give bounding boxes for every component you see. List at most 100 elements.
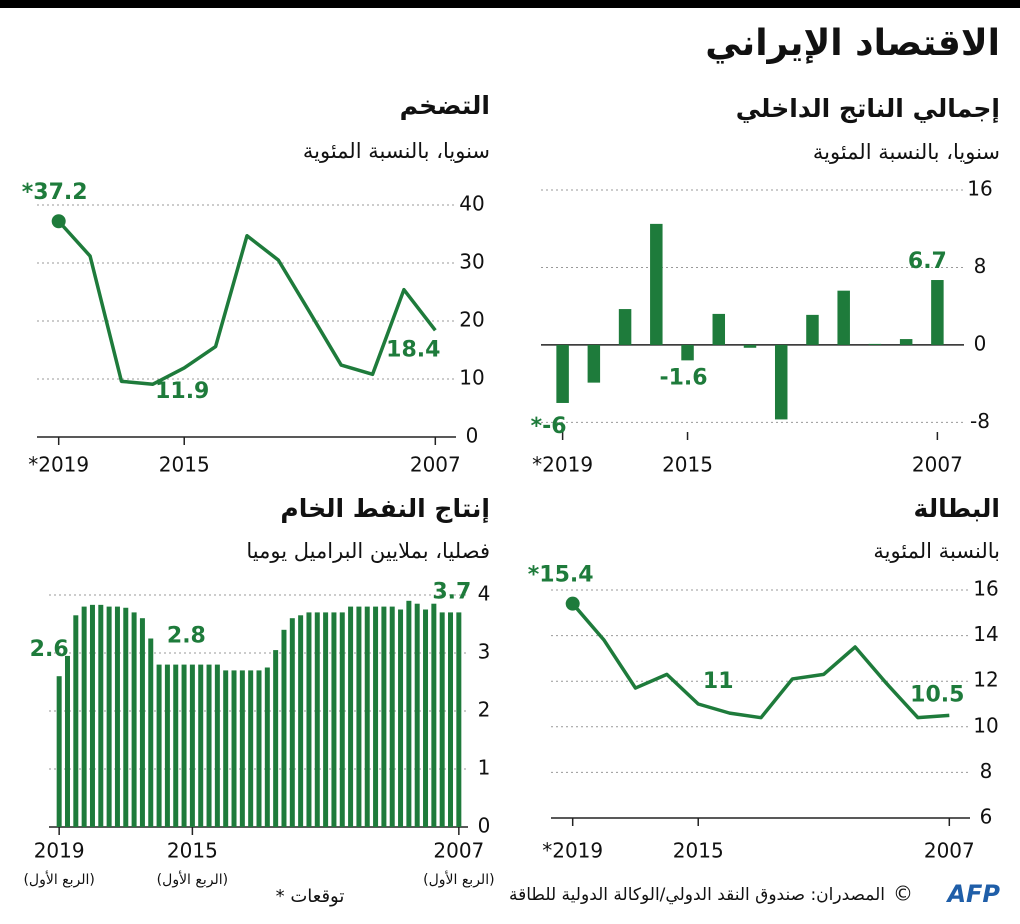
y-tick-label: 0 bbox=[974, 331, 987, 355]
chart-subtitle: سنويا، بالنسبة المئوية bbox=[813, 140, 1000, 164]
x-tick-label: 2007 bbox=[410, 453, 461, 477]
y-tick-label: 6 bbox=[980, 805, 993, 829]
bar bbox=[681, 344, 694, 361]
value-label: *-6 bbox=[531, 414, 567, 439]
bar bbox=[73, 615, 79, 827]
bar bbox=[273, 650, 279, 827]
value-label: *15.4 bbox=[528, 563, 594, 588]
chart-title: إنتاج النفط الخام bbox=[280, 494, 490, 524]
chart-title: التضخم bbox=[400, 91, 490, 120]
bar bbox=[89, 604, 95, 827]
bar bbox=[214, 664, 220, 827]
bar bbox=[323, 612, 329, 827]
x-tick-label: *2019 bbox=[542, 839, 603, 863]
bar bbox=[712, 313, 726, 345]
y-tick-label: 20 bbox=[459, 308, 484, 332]
bar bbox=[264, 667, 270, 827]
footnote: * توقعات bbox=[276, 886, 345, 907]
y-tick-label: 4 bbox=[478, 582, 491, 606]
chart-subtitle: بالنسبة المئوية bbox=[873, 539, 1000, 563]
value-label: -1.6 bbox=[659, 365, 707, 390]
bar bbox=[106, 606, 112, 827]
y-tick-label: 40 bbox=[459, 192, 484, 216]
bar bbox=[156, 664, 162, 827]
bar bbox=[306, 612, 312, 827]
x-tick-label: 2015 bbox=[673, 839, 724, 863]
y-tick-label: 10 bbox=[459, 366, 484, 390]
bar bbox=[439, 612, 445, 827]
bar bbox=[381, 606, 387, 827]
bar bbox=[81, 606, 87, 827]
y-tick-label: 16 bbox=[967, 177, 992, 201]
bar bbox=[931, 280, 944, 345]
y-tick-label: -8 bbox=[970, 409, 990, 433]
y-tick-label: 1 bbox=[478, 756, 491, 780]
value-label: 3.7 bbox=[432, 579, 471, 604]
value-label: 11 bbox=[703, 669, 734, 694]
x-tick-label: 2015 bbox=[167, 839, 218, 863]
bar bbox=[181, 664, 187, 827]
bar bbox=[339, 612, 345, 827]
line bbox=[57, 220, 437, 386]
y-tick-label: 14 bbox=[973, 622, 998, 646]
chart-subtitle: فصليا، بملايين البراميل يوميا bbox=[246, 539, 490, 563]
bar bbox=[281, 629, 287, 827]
bar bbox=[356, 606, 362, 827]
y-tick-label: 0 bbox=[466, 424, 479, 448]
y-tick-label: 12 bbox=[973, 668, 998, 692]
x-tick-note: (الربع الأول) bbox=[23, 870, 94, 888]
bar bbox=[189, 664, 195, 827]
chart-title: إجمالي الناتج الداخلي bbox=[736, 94, 1000, 124]
bar bbox=[587, 344, 601, 383]
value-label: 2.8 bbox=[167, 624, 206, 649]
value-label: 18.4 bbox=[386, 337, 440, 362]
bar bbox=[868, 343, 882, 345]
y-tick-label: 16 bbox=[973, 577, 998, 601]
bar bbox=[331, 612, 337, 827]
y-tick-label: 8 bbox=[974, 254, 987, 278]
y-tick-label: 30 bbox=[459, 250, 484, 274]
chart-subtitle: سنويا، بالنسبة المئوية bbox=[303, 139, 490, 163]
chart-title: البطالة bbox=[914, 494, 1000, 523]
bar bbox=[364, 606, 370, 827]
bar bbox=[248, 670, 254, 827]
x-tick-label: 2007 bbox=[924, 839, 975, 863]
bar bbox=[398, 609, 404, 827]
bar bbox=[556, 344, 569, 403]
value-label: *37.2 bbox=[22, 180, 88, 205]
bar bbox=[206, 664, 212, 827]
value-label: 2.6 bbox=[30, 637, 69, 662]
bar bbox=[223, 670, 229, 827]
x-tick-label: *2019 bbox=[28, 453, 89, 477]
copyright: © bbox=[893, 882, 913, 906]
bar bbox=[298, 615, 304, 827]
y-tick-label: 8 bbox=[980, 759, 993, 783]
bar bbox=[774, 344, 788, 420]
x-tick-label: 2019 bbox=[34, 839, 85, 863]
bar bbox=[431, 603, 437, 827]
y-tick-label: 3 bbox=[478, 640, 491, 664]
line bbox=[571, 602, 950, 720]
bar bbox=[64, 655, 70, 827]
value-label: 11.9 bbox=[155, 379, 209, 404]
bar bbox=[198, 664, 204, 827]
bar bbox=[173, 664, 179, 827]
page-title: الاقتصاد الإيراني bbox=[705, 23, 1000, 64]
x-tick-label: 2015 bbox=[159, 453, 210, 477]
bar bbox=[98, 604, 104, 827]
y-tick-label: 2 bbox=[478, 698, 491, 722]
y-tick-label: 0 bbox=[478, 814, 491, 838]
bar bbox=[618, 309, 632, 345]
bar bbox=[231, 670, 237, 827]
bar bbox=[289, 618, 295, 827]
bar bbox=[164, 664, 170, 827]
bar bbox=[806, 314, 819, 345]
bar bbox=[837, 290, 850, 345]
bar bbox=[314, 612, 320, 827]
bar bbox=[148, 638, 154, 827]
point-marker bbox=[51, 214, 66, 229]
value-label: 10.5 bbox=[910, 682, 964, 707]
bar bbox=[389, 606, 395, 827]
